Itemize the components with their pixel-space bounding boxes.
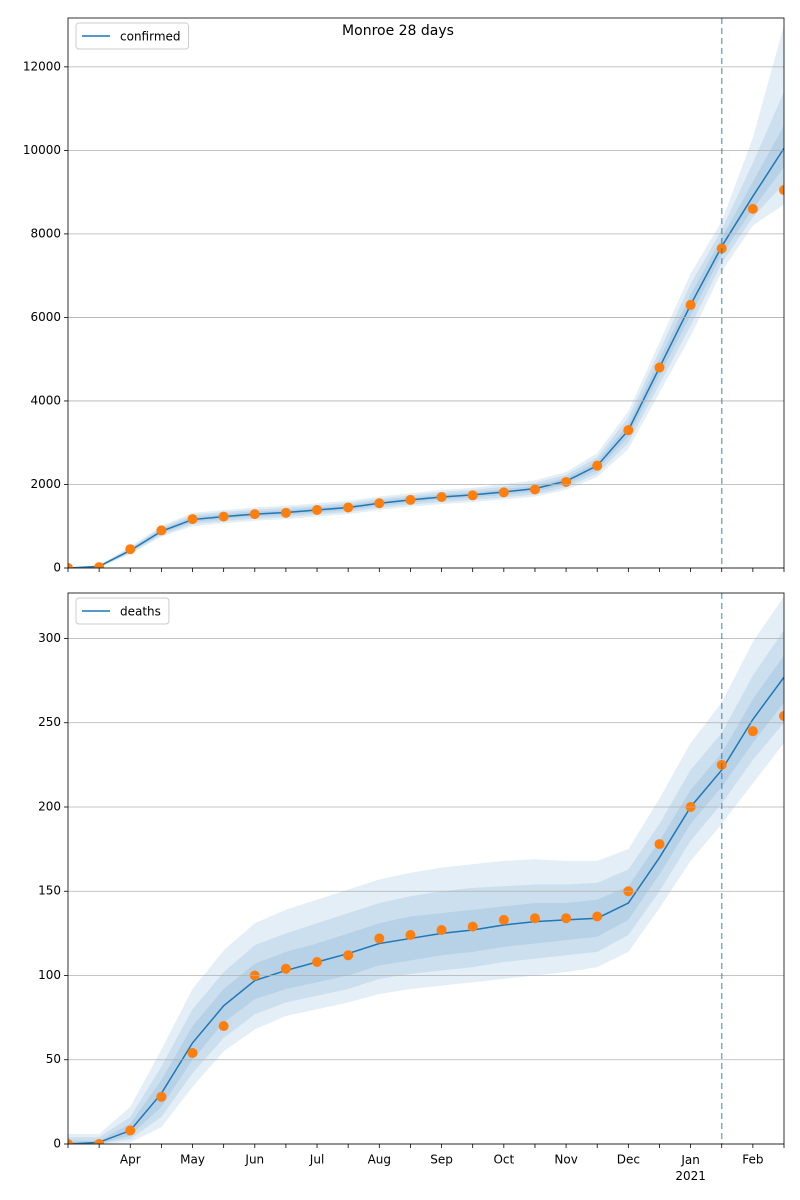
observed-point bbox=[280, 507, 291, 518]
observed-point bbox=[125, 1125, 136, 1136]
observed-point bbox=[592, 911, 603, 922]
axes-frame bbox=[67, 17, 785, 569]
confidence-band bbox=[68, 596, 784, 1144]
observed-point bbox=[280, 963, 291, 974]
observed-point bbox=[529, 913, 540, 924]
model-line bbox=[68, 676, 784, 1144]
observed-point bbox=[467, 921, 478, 932]
observed-point bbox=[156, 1091, 167, 1102]
observed-point bbox=[405, 930, 416, 941]
confidence-band bbox=[68, 630, 784, 1144]
y-tick-label: 10000 bbox=[23, 143, 61, 157]
model-line bbox=[68, 147, 784, 568]
observed-point bbox=[654, 839, 665, 850]
observed-point bbox=[187, 514, 198, 525]
observed-point bbox=[747, 203, 758, 214]
x-tick-label: Jun bbox=[244, 1153, 264, 1167]
observed-point bbox=[685, 299, 696, 310]
plot-area bbox=[68, 25, 784, 568]
x-tick-label: Aug bbox=[368, 1153, 391, 1167]
x-tick-label: May bbox=[180, 1153, 205, 1167]
observed-point bbox=[654, 362, 665, 373]
observed-point bbox=[592, 460, 603, 471]
observed-point bbox=[94, 1139, 105, 1144]
y-tick-label: 250 bbox=[38, 715, 61, 729]
legend-label: confirmed bbox=[120, 30, 181, 44]
legend-box bbox=[75, 597, 170, 625]
y-tick-label: 12000 bbox=[23, 59, 61, 73]
confidence-band bbox=[68, 91, 784, 568]
legend: deaths bbox=[75, 597, 170, 625]
legend-label: deaths bbox=[120, 605, 161, 619]
x-tick-label: Jan 2021 bbox=[675, 1153, 706, 1183]
x-tick-label: Oct bbox=[493, 1153, 514, 1167]
axes-frame bbox=[67, 592, 785, 1145]
observed-point bbox=[218, 511, 229, 522]
observed-point bbox=[561, 913, 572, 924]
y-tick-label: 150 bbox=[38, 884, 61, 898]
y-tick-label: 6000 bbox=[30, 310, 61, 324]
observed-point bbox=[343, 502, 354, 513]
y-tick-label: 200 bbox=[38, 799, 61, 813]
observed-point bbox=[125, 544, 136, 555]
x-tick-label: Sep bbox=[430, 1153, 453, 1167]
y-tick-label: 4000 bbox=[30, 393, 61, 407]
y-tick-label: 2000 bbox=[30, 477, 61, 491]
observed-point bbox=[249, 509, 260, 520]
y-tick-label: 100 bbox=[38, 968, 61, 982]
legend: confirmed bbox=[75, 22, 190, 50]
y-tick-label: 0 bbox=[53, 1137, 61, 1151]
observed-point bbox=[623, 425, 634, 436]
y-tick-label: 8000 bbox=[30, 226, 61, 240]
x-tick-label: Dec bbox=[617, 1153, 640, 1167]
confidence-band bbox=[68, 25, 784, 568]
chart-title: Monroe 28 days bbox=[342, 23, 454, 39]
observed-point bbox=[561, 476, 572, 487]
observed-point bbox=[436, 492, 447, 503]
observed-point bbox=[156, 525, 167, 536]
observed-point bbox=[94, 562, 105, 568]
x-tick-label: Feb bbox=[742, 1153, 763, 1167]
confidence-band bbox=[68, 655, 784, 1144]
legend-box bbox=[75, 22, 190, 50]
observed-point bbox=[405, 494, 416, 505]
plot-area bbox=[68, 596, 784, 1144]
observed-point bbox=[68, 563, 73, 568]
observed-point bbox=[779, 185, 784, 196]
observed-point bbox=[529, 484, 540, 495]
observed-point bbox=[374, 498, 385, 509]
observed-point bbox=[218, 1021, 229, 1032]
observed-point bbox=[498, 487, 509, 498]
observed-point bbox=[187, 1048, 198, 1059]
observed-point bbox=[498, 914, 509, 925]
y-tick-label: 0 bbox=[53, 561, 61, 575]
observed-point bbox=[436, 925, 447, 936]
observed-point bbox=[779, 711, 784, 722]
observed-point bbox=[312, 957, 323, 968]
observed-point bbox=[68, 1139, 73, 1144]
observed-point bbox=[467, 490, 478, 501]
x-tick-label: Jul bbox=[309, 1153, 324, 1167]
observed-point bbox=[374, 933, 385, 944]
observed-point bbox=[747, 726, 758, 737]
x-tick-label: Nov bbox=[554, 1153, 577, 1167]
observed-point bbox=[343, 950, 354, 961]
y-tick-label: 300 bbox=[38, 631, 61, 645]
y-tick-label: 50 bbox=[46, 1052, 61, 1066]
observed-point bbox=[312, 504, 323, 515]
x-tick-label: Apr bbox=[120, 1153, 141, 1167]
